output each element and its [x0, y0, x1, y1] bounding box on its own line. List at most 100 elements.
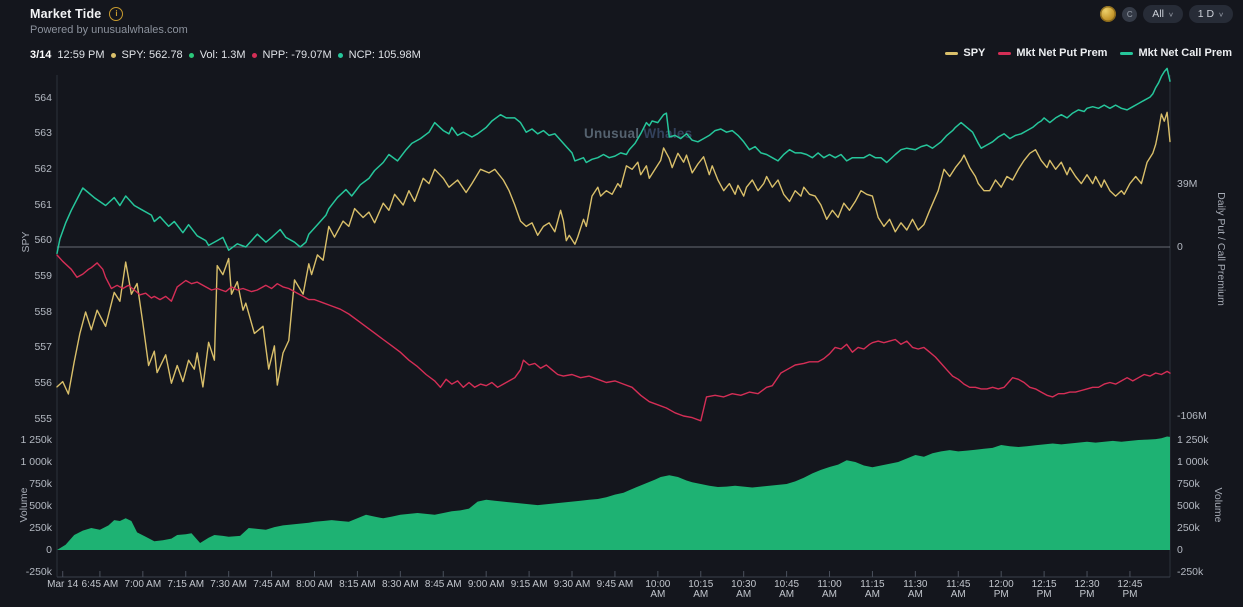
- price-tick-label: 555: [34, 412, 52, 425]
- x-tick-label: 9:15 AM: [510, 579, 548, 590]
- cursor-readout: 3/14 12:59 PM SPY: 562.78 Vol: 1.3M NPP: -…: [30, 49, 421, 61]
- legend-label: Mkt Net Put Prem: [1016, 47, 1108, 59]
- volume-area: [57, 436, 1170, 550]
- x-tick-label-line2: PM: [1036, 589, 1052, 600]
- x-tick-label: 8:45 AM: [424, 579, 462, 590]
- price-tick-label: 564: [34, 91, 52, 104]
- premium-tick-label: -106M: [1177, 409, 1207, 422]
- price-tick-label: 558: [34, 305, 52, 318]
- x-tick-label: 12:45: [1117, 579, 1143, 590]
- status-value: SPY: 562.78: [121, 49, 183, 61]
- price-tick-label: 557: [34, 341, 52, 354]
- x-tick-label-line2: PM: [1079, 589, 1095, 600]
- spy-line: [56, 111, 1171, 395]
- x-tick-label: 11:45: [946, 579, 971, 590]
- x-tick-label: 11:00: [817, 579, 842, 590]
- x-tick-label: 10:15: [688, 579, 714, 590]
- x-tick-label: 9:45 AM: [596, 579, 634, 590]
- volume-tick-label-left: 500k: [29, 499, 52, 512]
- unusual-whales-watermark: Unusual Whales: [584, 126, 693, 141]
- x-tick-label-line2: AM: [736, 589, 752, 600]
- timeframe-label: 1 D: [1197, 8, 1215, 20]
- status-dot: [337, 52, 343, 58]
- volume-tick-label-left: 1 250k: [20, 433, 52, 446]
- info-icon[interactable]: i: [109, 7, 124, 21]
- x-tick-label: 10:30: [731, 579, 757, 590]
- volume-tick-label-right: 750k: [1177, 477, 1200, 490]
- powered-by-text: Powered by unusualwhales.com: [30, 24, 188, 36]
- x-tick-label: 7:30 AM: [210, 579, 247, 590]
- readout-date: 3/14: [30, 49, 52, 61]
- price-tick-label: 560: [34, 234, 52, 247]
- x-tick-label: 11:15: [860, 579, 885, 590]
- x-tick-label: 8:30 AM: [381, 579, 419, 590]
- x-tick-label: 7:15 AM: [167, 579, 205, 590]
- gray-coin-icon[interactable]: C: [1122, 6, 1138, 22]
- status-dot: [188, 52, 194, 58]
- x-tick-label-line2: PM: [993, 589, 1009, 600]
- premium-tick-label: 39M: [1177, 178, 1198, 191]
- x-tick-label: 11:30: [903, 579, 928, 590]
- status-dot: [251, 52, 257, 58]
- volume-tick-label-left: 750k: [29, 477, 52, 490]
- volume-tick-label-right: 0: [1177, 543, 1183, 556]
- legend-item[interactable]: Mkt Net Call Prem: [1120, 47, 1232, 59]
- status-value: NPP: -79.07M: [262, 49, 332, 61]
- legend-swatch: [1120, 51, 1134, 55]
- chevron-down-icon: ∨: [1218, 10, 1224, 18]
- chart-legend: SPY Mkt Net Put Prem Mkt Net Call Prem: [945, 47, 1232, 59]
- volume-tick-label-left: -250k: [25, 565, 52, 578]
- x-tick-label: 9:00 AM: [467, 579, 505, 590]
- status-dot: [110, 52, 116, 58]
- status-value: Vol: 1.3M: [199, 49, 246, 61]
- x-tick-label: 7:00 AM: [124, 579, 162, 590]
- volume-tick-label-left: 250k: [29, 521, 52, 534]
- x-tick-label: 6:45 AM: [81, 579, 119, 590]
- status-value: NCP: 105.98M: [348, 49, 421, 61]
- legend-label: Mkt Net Call Prem: [1138, 47, 1232, 59]
- page-title: Market Tide: [30, 7, 102, 21]
- x-tick-label-line2: AM: [822, 589, 838, 600]
- price-tick-label: 562: [34, 162, 52, 175]
- price-tick-label: 563: [34, 127, 52, 140]
- x-tick-label: 10:45: [774, 579, 800, 590]
- volume-tick-label-right: 1 250k: [1177, 433, 1209, 446]
- volume-tick-label-right: 250k: [1177, 521, 1200, 534]
- mkt-net-put-prem-line: [56, 254, 1171, 422]
- volume-tick-label-right: 1 000k: [1177, 455, 1209, 468]
- price-tick-label: 556: [34, 376, 52, 389]
- header-controls: C All ∨ 1 D ∨: [1100, 5, 1233, 23]
- timeframe-dropdown[interactable]: 1 D ∨: [1188, 5, 1233, 23]
- legend-item[interactable]: Mkt Net Put Prem: [998, 47, 1107, 59]
- x-tick-label: 8:15 AM: [339, 579, 376, 590]
- gold-coin-icon[interactable]: [1100, 6, 1117, 22]
- readout-time: 12:59 PM: [57, 49, 105, 61]
- x-tick-label: 12:15: [1031, 579, 1057, 590]
- x-tick-label-line2: AM: [907, 589, 923, 600]
- legend-item[interactable]: SPY: [945, 47, 985, 59]
- legend-swatch: [998, 51, 1012, 55]
- x-tick-label: Mar 14: [47, 579, 79, 590]
- legend-label: SPY: [963, 47, 986, 59]
- x-tick-label: 12:00: [988, 579, 1014, 590]
- mkt-net-call-prem-line: [56, 67, 1171, 255]
- header: Market Tide i: [30, 7, 124, 21]
- x-tick-label: 12:30: [1074, 579, 1100, 590]
- x-tick-label: 9:30 AM: [553, 579, 591, 590]
- x-tick-label-line2: AM: [950, 589, 966, 600]
- premium-tick-label: 0: [1177, 240, 1183, 253]
- filter-all-label: All: [1152, 8, 1164, 20]
- legend-swatch: [945, 51, 959, 55]
- x-tick-label-line2: PM: [1122, 589, 1138, 600]
- price-tick-label: 561: [34, 198, 52, 211]
- volume-tick-label-left: 1 000k: [20, 455, 52, 468]
- x-tick-label: 7:45 AM: [253, 579, 290, 590]
- filter-all-dropdown[interactable]: All ∨: [1143, 5, 1183, 23]
- price-tick-label: 559: [34, 269, 52, 282]
- x-tick-label-line2: AM: [779, 589, 795, 600]
- x-tick-label-line2: AM: [650, 589, 666, 600]
- x-tick-label: 8:00 AM: [296, 579, 333, 590]
- volume-tick-label-left: 0: [46, 543, 52, 556]
